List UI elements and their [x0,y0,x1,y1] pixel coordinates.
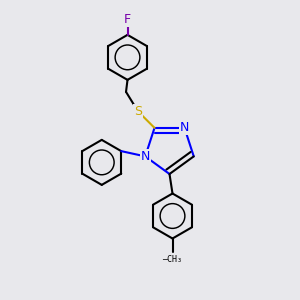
Text: F: F [124,14,131,26]
Text: N: N [180,122,189,134]
Text: ─CH₃: ─CH₃ [163,255,182,264]
Text: N: N [141,150,150,163]
Text: S: S [134,105,142,118]
